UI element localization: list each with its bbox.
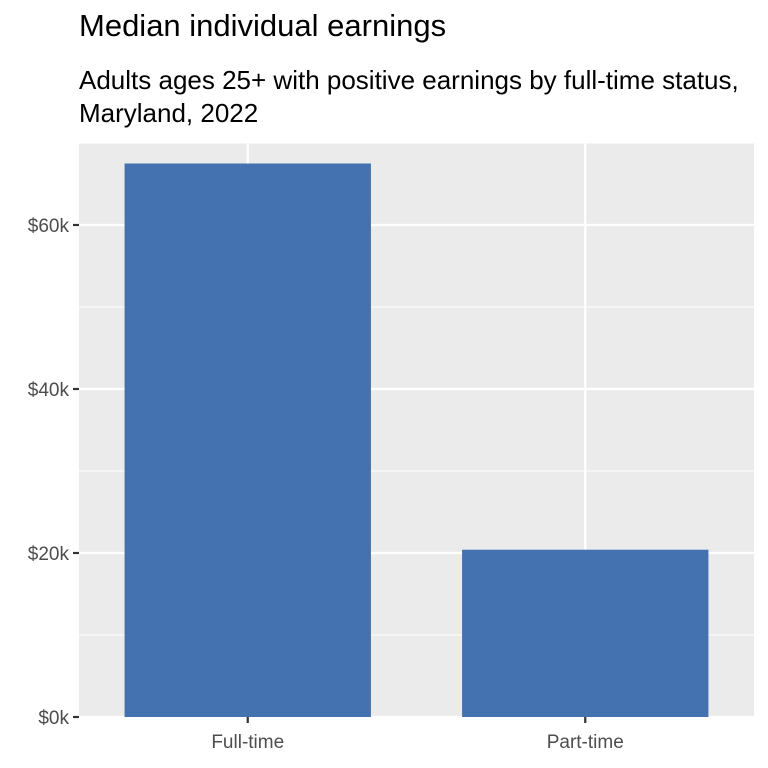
y-tick-label: $0k	[38, 708, 69, 729]
bar-part-time	[462, 549, 709, 717]
bar-full-time	[124, 163, 371, 717]
chart-subtitle: Adults ages 25+ with positive earnings b…	[79, 65, 739, 128]
y-tick-label: $40k	[28, 380, 70, 401]
chart-title: Median individual earnings	[79, 8, 447, 43]
bars	[124, 163, 709, 717]
y-tick-label: $20k	[28, 544, 70, 565]
y-tick-label: $60k	[28, 216, 70, 237]
x-axis: Full-time Part-time	[211, 717, 624, 753]
y-axis: $0k $20k $40k $60k	[28, 216, 79, 729]
x-tick-label: Full-time	[211, 732, 284, 753]
x-tick-label: Part-time	[547, 732, 624, 753]
